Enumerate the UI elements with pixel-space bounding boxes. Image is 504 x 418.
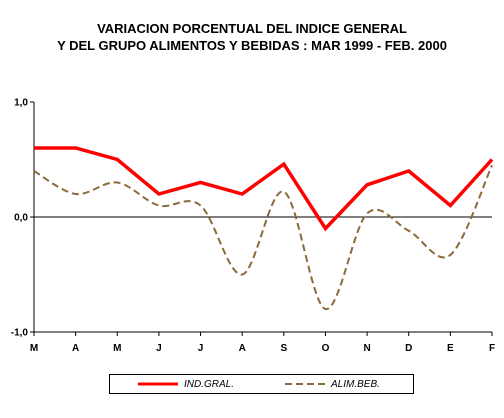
y-tick-label: 1,0	[14, 98, 28, 109]
x-tick-label: F	[489, 343, 495, 354]
legend-item-ind-gral: IND.GRAL.	[138, 375, 234, 393]
chart-title: VARIACION PORCENTUAL DEL INDICE GENERAL	[97, 21, 407, 36]
x-tick-label: S	[280, 343, 287, 354]
y-tick-label: 0,0	[14, 213, 28, 224]
legend-swatch-dashed	[285, 383, 325, 385]
legend-item-alim-beb: ALIM.BEB.	[285, 375, 380, 393]
chart-legend: IND.GRAL. ALIM.BEB.	[109, 374, 414, 394]
x-tick-label: A	[239, 343, 246, 354]
legend-swatch-solid	[138, 382, 178, 386]
x-tick-label: M	[113, 343, 121, 354]
y-tick-label: -1,0	[11, 328, 29, 339]
legend-label-ind-gral: IND.GRAL.	[184, 378, 235, 390]
x-tick-label: O	[322, 343, 330, 354]
legend-label-alim-beb: ALIM.BEB.	[331, 378, 380, 390]
x-tick-label: E	[447, 343, 454, 354]
x-tick-label: J	[156, 343, 162, 354]
chart-subtitle: Y DEL GRUPO ALIMENTOS Y BEBIDAS : MAR 19…	[57, 38, 447, 53]
x-tick-label: M	[30, 343, 38, 354]
x-tick-label: J	[198, 343, 204, 354]
series-line-alim-beb	[33, 164, 493, 310]
x-tick-label: N	[363, 343, 370, 354]
x-tick-label: D	[405, 343, 412, 354]
series-line-ind-gral	[34, 146, 494, 232]
x-tick-label: A	[72, 343, 79, 354]
